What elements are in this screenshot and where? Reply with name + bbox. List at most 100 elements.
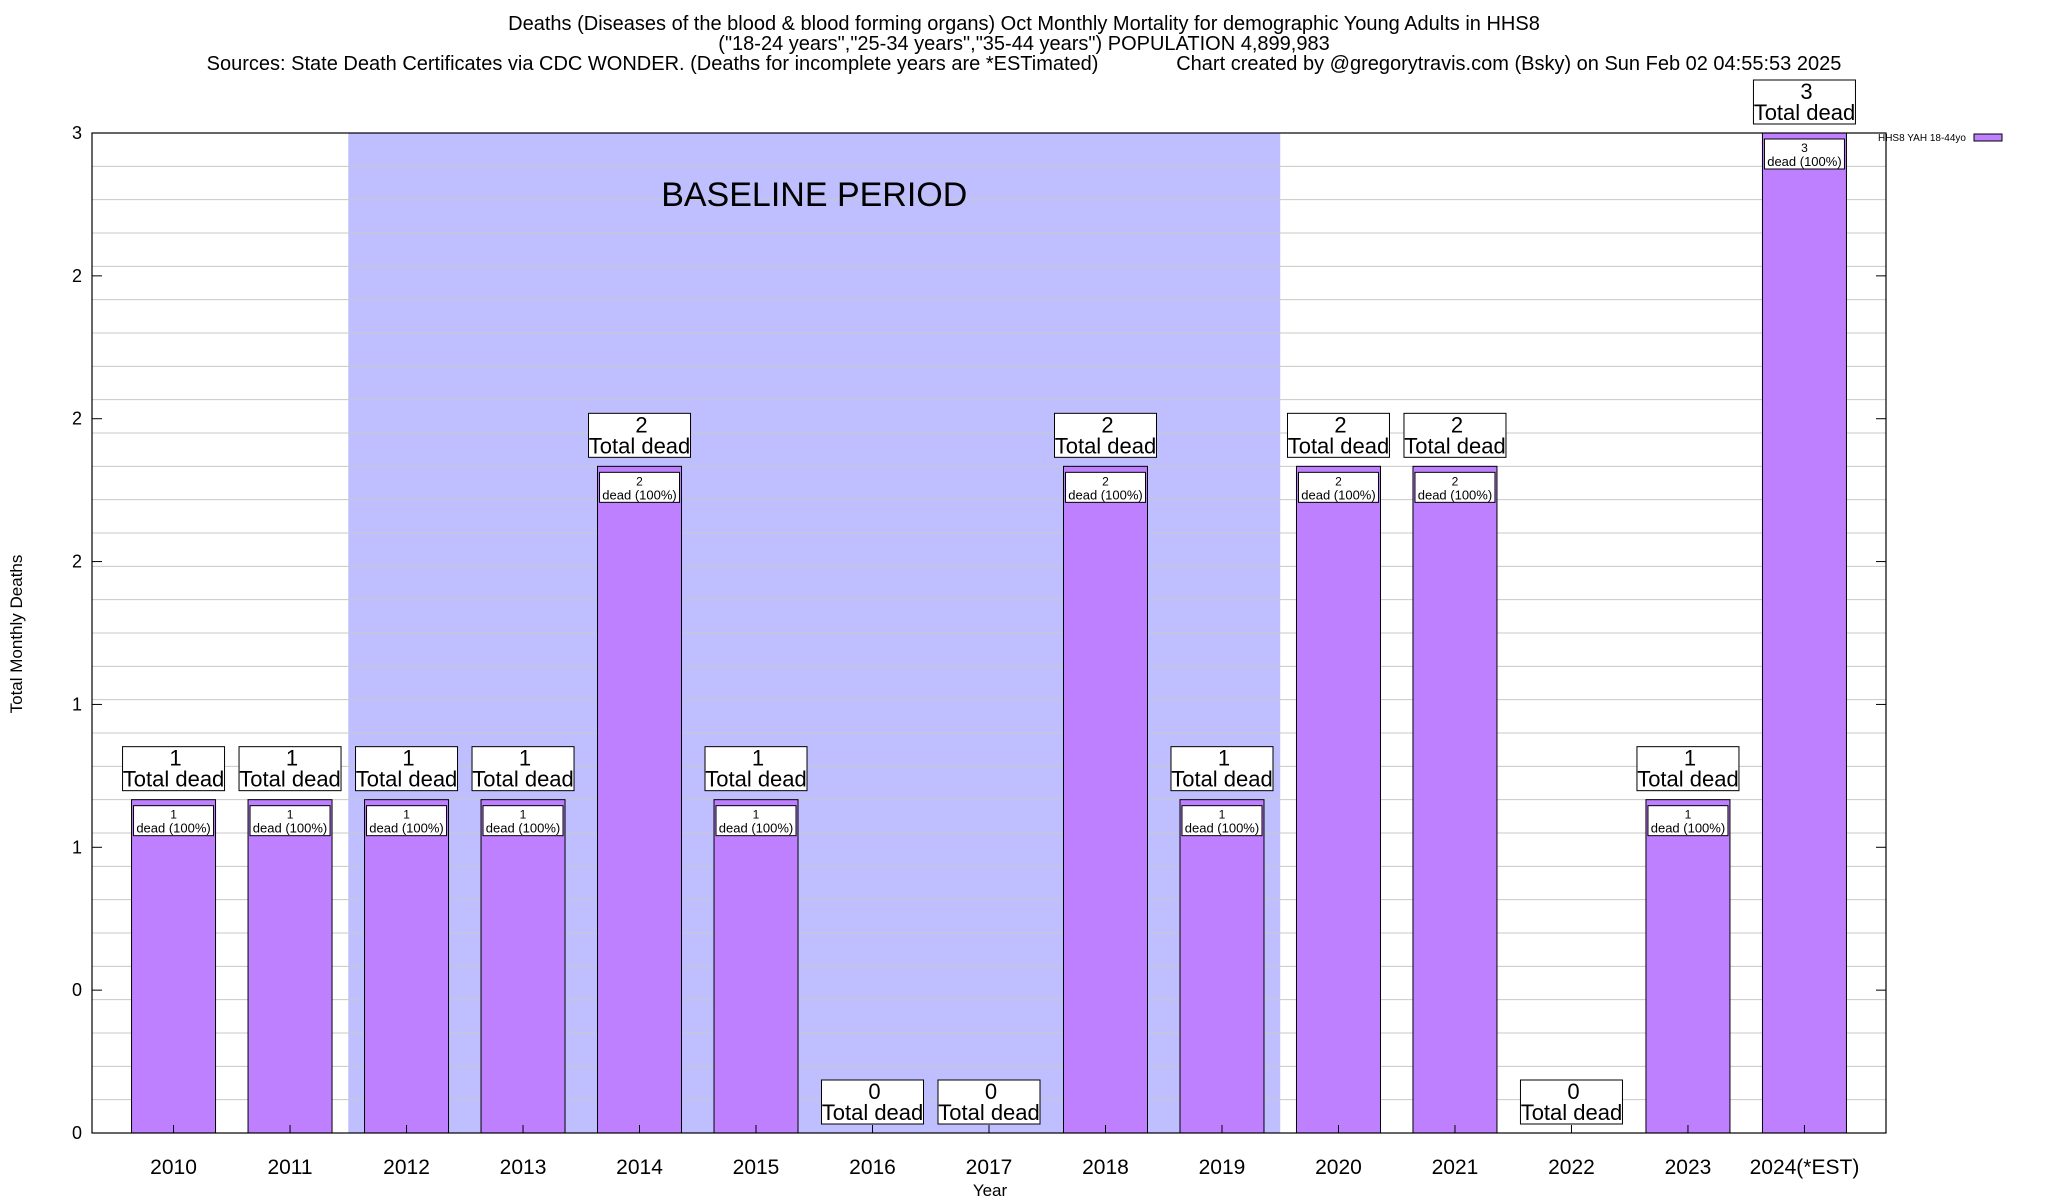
bar — [247, 799, 333, 1134]
bar-inner-label-box — [599, 471, 681, 503]
total-dead-box — [1403, 412, 1507, 458]
total-dead-text: Total dead — [705, 767, 807, 792]
bar-inner-label-text: dead (100%) — [369, 821, 443, 836]
bar-inner-label-text: dead (100%) — [1301, 487, 1375, 502]
bar-inner-label-box — [715, 805, 797, 837]
total-dead-box — [588, 412, 692, 458]
bar-inner-label-box — [482, 805, 564, 837]
total-dead-text: Total dead — [1288, 433, 1390, 458]
bar-inner-label-box — [366, 805, 448, 837]
bar — [1062, 465, 1148, 1134]
total-dead-value: 2 — [1334, 412, 1346, 437]
chart-titles: Deaths (Diseases of the blood & blood fo… — [0, 14, 2048, 74]
total-dead-box — [1636, 746, 1740, 792]
x-tick-label: 2024(*EST) — [1750, 1156, 1860, 1179]
plot-frame — [91, 132, 1887, 1134]
bar — [364, 799, 450, 1134]
bar — [1179, 799, 1265, 1134]
total-dead-box — [1752, 79, 1856, 125]
total-dead-text: Total dead — [822, 1100, 924, 1125]
total-dead-value: 2 — [635, 412, 647, 437]
total-dead-text: Total dead — [1404, 433, 1506, 458]
bar-inner-label-value: 1 — [170, 808, 177, 822]
y-tick-label: 3 — [72, 123, 82, 143]
bar — [713, 799, 799, 1134]
total-dead-text: Total dead — [1171, 767, 1273, 792]
bar-inner-label-value: 2 — [1335, 474, 1342, 488]
bar-inner-label-text: dead (100%) — [719, 821, 793, 836]
y-tick-label: 2 — [72, 409, 82, 429]
bar-inner-label-text: dead (100%) — [136, 821, 210, 836]
bar-inner-label-text: dead (100%) — [253, 821, 327, 836]
bar-inner-label-text: dead (100%) — [1185, 821, 1259, 836]
total-dead-text: Total dead — [123, 767, 225, 792]
bar-inner-label-text: dead (100%) — [1068, 487, 1142, 502]
x-axis-title: Year — [973, 1181, 1008, 1200]
total-dead-box — [355, 746, 459, 792]
chart-title-line-3: Sources: State Death Certificates via CD… — [206, 53, 1842, 75]
y-tick-label: 0 — [72, 980, 82, 1000]
total-dead-box — [704, 746, 808, 792]
bar-inner-label-value: 3 — [1801, 141, 1808, 155]
x-tick-label: 2021 — [1432, 1156, 1479, 1179]
total-dead-text: Total dead — [938, 1100, 1040, 1125]
total-dead-value: 0 — [1567, 1079, 1579, 1104]
bar-inner-label-text: dead (100%) — [1651, 821, 1725, 836]
bar-inner-label-value: 1 — [403, 808, 410, 822]
total-dead-text: Total dead — [589, 433, 691, 458]
total-dead-text: Total dead — [1521, 1100, 1623, 1125]
y-tick-label: 1 — [72, 837, 82, 857]
y-tick-label: 2 — [72, 552, 82, 572]
bar-inner-label-text: dead (100%) — [1767, 154, 1841, 169]
total-dead-box — [471, 746, 575, 792]
bar-inner-label-text: dead (100%) — [602, 487, 676, 502]
x-tick-label: 2010 — [150, 1156, 197, 1179]
bar-inner-label-text: dead (100%) — [1418, 487, 1492, 502]
total-dead-box — [122, 746, 226, 792]
y-axis-title: Total Monthly Deaths — [7, 555, 26, 714]
total-dead-value: 2 — [1101, 412, 1113, 437]
x-tick-label: 2017 — [966, 1156, 1013, 1179]
total-dead-box — [937, 1079, 1041, 1125]
total-dead-box — [821, 1079, 925, 1125]
bar — [1412, 465, 1498, 1134]
x-tick-label: 2012 — [383, 1156, 430, 1179]
bar — [597, 465, 683, 1134]
legend-swatch — [1973, 133, 2003, 142]
total-dead-text: Total dead — [239, 767, 341, 792]
bar — [1645, 799, 1731, 1134]
bar-inner-label-box — [133, 805, 215, 837]
total-dead-value: 0 — [985, 1079, 997, 1104]
legend: HHS8 YAH 18-44yo — [1878, 133, 2003, 144]
total-dead-text: Total dead — [356, 767, 458, 792]
bar — [480, 799, 566, 1134]
x-tick-label: 2011 — [267, 1156, 312, 1179]
total-dead-value: 1 — [1218, 746, 1230, 771]
bar-inner-label-box — [1064, 471, 1146, 503]
total-dead-value: 1 — [519, 746, 531, 771]
total-dead-box — [1286, 412, 1390, 458]
bar-inner-label-value: 1 — [520, 808, 527, 822]
baseline-period-label: BASELINE PERIOD — [661, 176, 967, 214]
total-dead-value: 1 — [169, 746, 181, 771]
bar-inner-label-value: 2 — [1102, 474, 1109, 488]
chart-title-line-2: ("18-24 years","25-34 years","35-44 year… — [718, 33, 1330, 55]
x-tick-label: 2015 — [733, 1156, 780, 1179]
bar-inner-label-box — [1297, 471, 1379, 503]
bar-inner-label-box — [249, 805, 331, 837]
total-dead-value: 1 — [286, 746, 298, 771]
x-tick-label: 2022 — [1548, 1156, 1595, 1179]
total-dead-box — [238, 746, 342, 792]
total-dead-box — [1053, 412, 1157, 458]
total-dead-text: Total dead — [1754, 100, 1856, 125]
chart-title-line-1: Deaths (Diseases of the blood & blood fo… — [508, 13, 1540, 35]
bar — [1295, 465, 1381, 1134]
bar-inner-label-value: 2 — [636, 474, 643, 488]
y-tick-label: 2 — [72, 266, 82, 286]
x-tick-label: 2023 — [1665, 1156, 1712, 1179]
total-dead-box — [1519, 1079, 1623, 1125]
legend-label: HHS8 YAH 18-44yo — [1878, 133, 1966, 144]
total-dead-box — [1170, 746, 1274, 792]
x-tick-label: 2020 — [1315, 1156, 1362, 1179]
